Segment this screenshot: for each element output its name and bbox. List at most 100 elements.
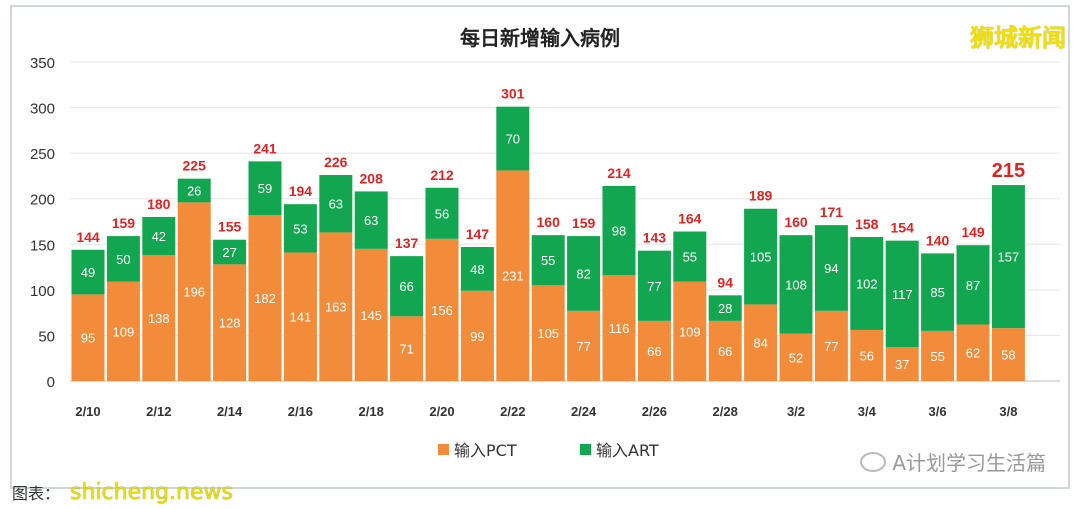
data-label: 156 <box>431 303 453 318</box>
data-label: 55 <box>930 349 944 364</box>
total-label: 149 <box>961 224 985 240</box>
bar-pct <box>213 264 247 381</box>
data-label: 141 <box>290 310 312 325</box>
watermark-bottom: shicheng.news <box>70 480 233 505</box>
total-label: 164 <box>678 211 702 227</box>
watermark-top: 狮城新闻 <box>970 24 1066 52</box>
data-label: 27 <box>222 245 236 260</box>
data-label: 48 <box>470 262 484 277</box>
data-label: 196 <box>183 285 205 300</box>
data-label: 105 <box>750 250 772 265</box>
bar-pct <box>956 324 990 381</box>
total-label: 160 <box>784 214 808 230</box>
data-label: 66 <box>718 344 732 359</box>
x-tick-label: 2/10 <box>75 404 100 419</box>
data-label: 37 <box>895 357 909 372</box>
bar-art <box>602 185 636 276</box>
bar-art <box>531 235 565 286</box>
data-label: 145 <box>360 308 382 323</box>
data-label: 77 <box>647 279 661 294</box>
bar-art <box>956 245 990 325</box>
credit-text: A计划学习生活篇 <box>892 451 1046 475</box>
bar-pct <box>425 238 459 381</box>
x-tick-label: 3/4 <box>858 404 877 419</box>
total-label: 301 <box>501 86 525 102</box>
total-label: 147 <box>466 226 490 242</box>
total-label: 94 <box>717 274 733 290</box>
data-label: 99 <box>470 329 484 344</box>
data-label: 84 <box>753 336 767 351</box>
bar-pct <box>354 248 388 381</box>
bar-pct <box>71 294 105 381</box>
data-label: 108 <box>785 277 807 292</box>
legend-swatch <box>580 444 591 455</box>
total-label: 137 <box>395 235 419 251</box>
bar-pct <box>531 285 565 381</box>
x-tick-label: 2/26 <box>642 404 667 419</box>
bar-art <box>213 239 247 265</box>
data-label: 66 <box>399 279 413 294</box>
bar-pct <box>637 320 671 381</box>
bar-art <box>354 191 388 249</box>
bar-art <box>319 175 353 233</box>
bar-pct <box>602 275 636 381</box>
bar-pct <box>248 215 282 381</box>
data-label: 55 <box>683 250 697 265</box>
x-tick-label: 2/12 <box>146 404 171 419</box>
bar-art <box>814 225 848 311</box>
total-label: 189 <box>749 188 773 204</box>
y-tick-label: 50 <box>38 328 55 345</box>
bar-art <box>744 208 778 305</box>
data-label: 26 <box>187 184 201 199</box>
data-label: 58 <box>1001 348 1015 363</box>
bar-pct <box>744 304 778 381</box>
bar-art <box>390 256 424 317</box>
data-label: 50 <box>116 252 130 267</box>
wechat-icon <box>860 451 887 472</box>
total-label: 214 <box>607 165 631 181</box>
bar-art <box>991 185 1025 329</box>
data-label: 42 <box>152 229 166 244</box>
x-tick-label: 3/2 <box>787 404 805 419</box>
total-label: 159 <box>572 215 596 231</box>
bar-pct <box>567 310 601 381</box>
data-label: 138 <box>148 311 170 326</box>
data-label: 56 <box>435 206 449 221</box>
bar-art <box>106 236 140 282</box>
bar-art <box>567 236 601 311</box>
bar-pct <box>779 333 813 381</box>
bar-pct <box>814 310 848 381</box>
data-label: 94 <box>824 261 838 276</box>
total-label: 212 <box>430 167 454 183</box>
total-label: 194 <box>289 183 313 199</box>
total-label: 159 <box>112 215 136 231</box>
bar-art <box>673 231 707 282</box>
bar-pct <box>921 330 955 381</box>
data-label: 63 <box>364 213 378 228</box>
data-label: 102 <box>856 276 878 291</box>
data-label: 71 <box>399 342 413 357</box>
total-label: 143 <box>643 230 667 246</box>
total-label: 241 <box>253 140 277 156</box>
bar-pct <box>283 252 317 381</box>
bar-pct <box>177 202 211 381</box>
bar-art <box>637 250 671 321</box>
bar-pct <box>885 347 919 381</box>
data-label: 128 <box>219 316 241 331</box>
total-label: 158 <box>855 216 879 232</box>
data-label: 63 <box>329 197 343 212</box>
bar-art <box>283 204 317 253</box>
x-tick-label: 2/20 <box>429 404 454 419</box>
data-label: 77 <box>576 339 590 354</box>
data-label: 157 <box>998 250 1020 265</box>
bottom-row: 图表： shicheng.news <box>12 480 233 505</box>
data-label: 95 <box>81 331 95 346</box>
bar-art <box>71 249 105 295</box>
total-label: 140 <box>926 232 950 248</box>
data-label: 117 <box>892 287 913 302</box>
y-tick-label: 250 <box>30 146 55 163</box>
data-label: 109 <box>679 324 701 339</box>
x-tick-label: 2/24 <box>571 404 597 419</box>
y-tick-label: 350 <box>30 55 55 72</box>
